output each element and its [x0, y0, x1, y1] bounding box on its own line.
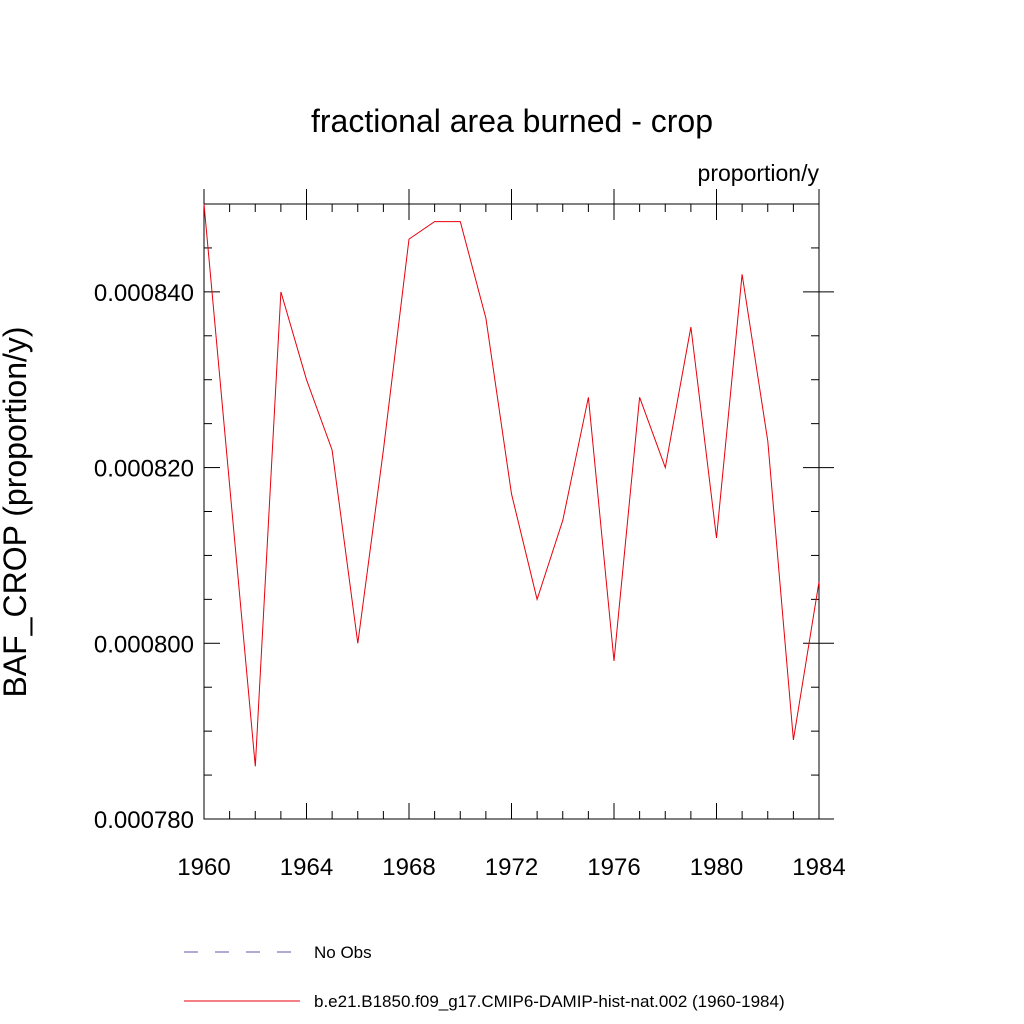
- chart-title: fractional area burned - crop: [311, 103, 713, 139]
- series-line: [203, 203, 820, 767]
- x-tick-label: 1984: [792, 854, 845, 881]
- x-tick-label: 1972: [485, 854, 538, 881]
- legend-label-model: b.e21.B1850.f09_g17.CMIP6-DAMIP-hist-nat…: [314, 992, 785, 1011]
- x-tick-label: 1964: [280, 854, 333, 881]
- x-tick-label: 1960: [177, 854, 230, 881]
- legend-label-no-obs: No Obs: [314, 943, 372, 962]
- y-axis-label: BAF_CROP (proportion/y): [0, 326, 33, 697]
- y-tick-label: 0.000800: [94, 631, 194, 658]
- y-tick-labels: 0.000780 0.000800 0.000820 0.000840: [94, 280, 194, 834]
- units-label: proportion/y: [698, 160, 820, 186]
- x-tick-label: 1980: [690, 854, 743, 881]
- y-tick-label: 0.000820: [94, 456, 194, 483]
- minor-ticks: [204, 203, 819, 819]
- x-tick-label: 1968: [382, 854, 435, 881]
- x-tick-label: 1976: [587, 854, 640, 881]
- y-tick-label: 0.000780: [94, 807, 194, 834]
- legend: No Obs b.e21.B1850.f09_g17.CMIP6-DAMIP-h…: [184, 943, 785, 1011]
- y-tick-label: 0.000840: [94, 280, 194, 307]
- series-group: [203, 203, 820, 767]
- x-tick-labels: 1960 1964 1968 1972 1976 1980 1984: [177, 854, 845, 881]
- major-ticks: [203, 189, 834, 820]
- plot-frame: [203, 203, 820, 820]
